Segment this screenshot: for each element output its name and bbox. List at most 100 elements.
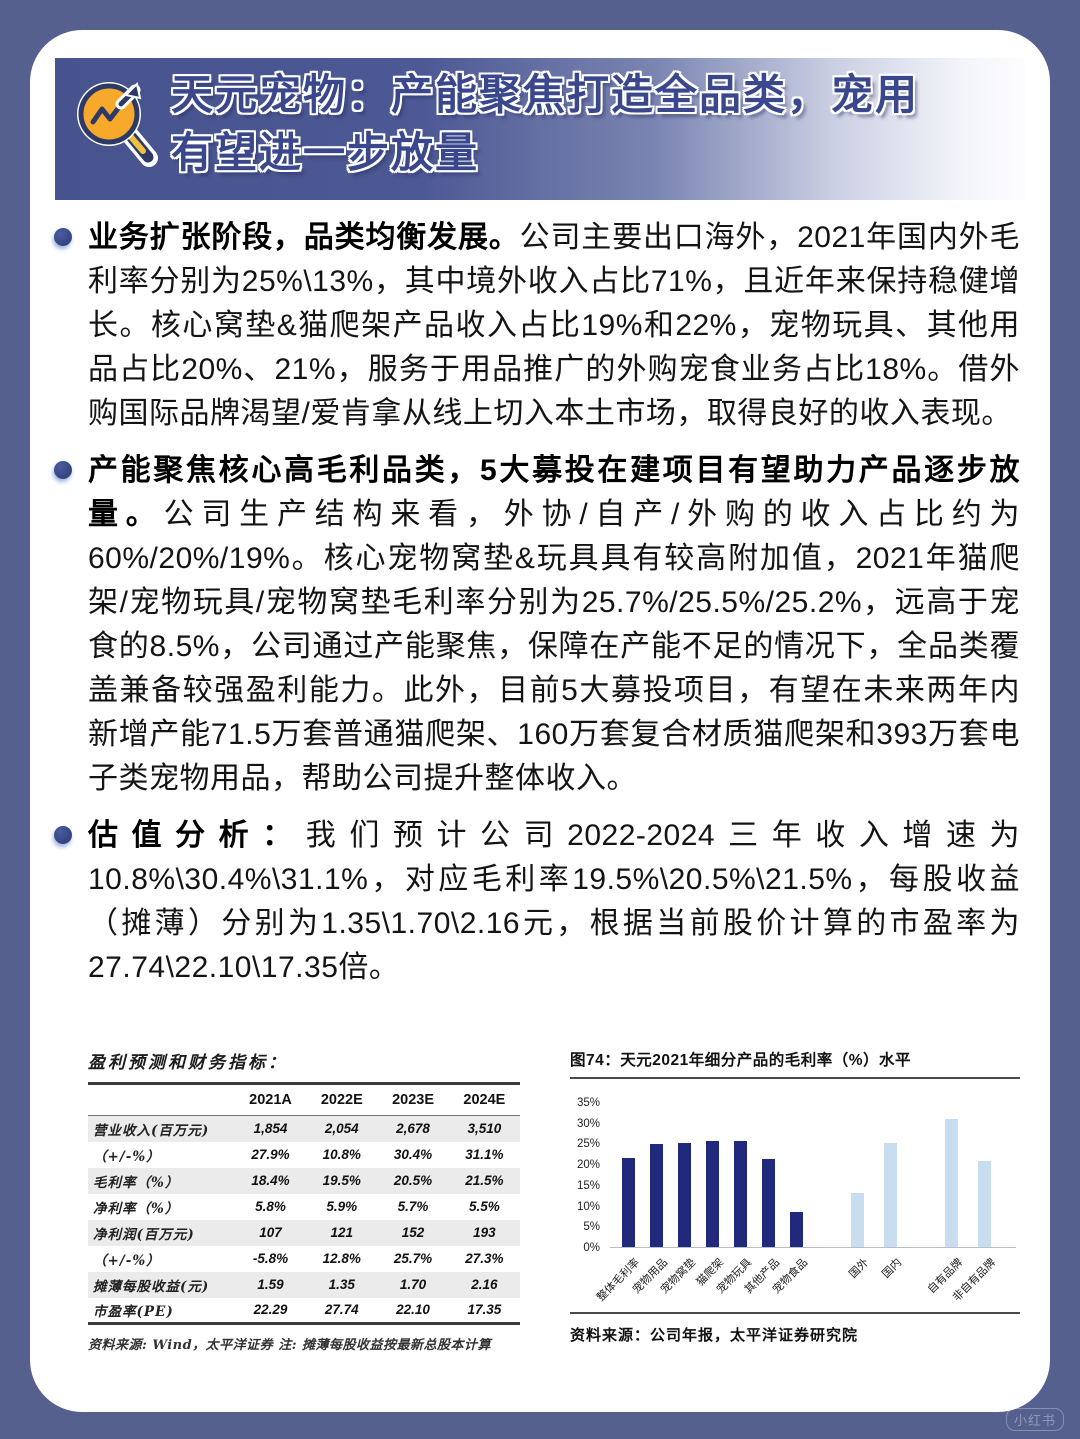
table-title: 盈利预测和财务指标： [88,1053,288,1073]
table-cell: 21.5% [465,1173,504,1188]
table-cell: 12.8% [322,1251,361,1266]
paragraph-lead: 业务扩张阶段，品类均衡发展。 [88,221,520,254]
paragraph-valuation: 估值分析：我们预计公司2022-2024三年收入增速为10.8%\30.4%\3… [54,814,1021,990]
table-row: 毛利率（%） 18.4% 19.5% 20.5% 21.5% [88,1167,520,1194]
table-cell: 22.10 [396,1302,430,1318]
bar: 宠物窝垫 [659,1142,698,1296]
magnifier-trend-icon [71,76,163,177]
table-cell: 20.5% [393,1173,433,1188]
chart-source: 资料来源：公司年报，太平洋证券研究院 [570,1312,1020,1345]
bar-label: 国外 [847,1256,872,1281]
table-cell: 2,678 [396,1121,430,1137]
paragraph-body: 我们预计公司2022-2024三年收入增速为10.8%\30.4%\31.1%，… [88,819,1021,984]
table-cell: 5.8% [255,1199,286,1214]
table-header-cell: 2022E [306,1083,378,1116]
margin-chart-block: 图74：天元2021年细分产品的毛利率（%）水平 0% 5% 10% 15% 20% 25… [570,1048,1020,1353]
paragraph-business-expansion: 业务扩张阶段，品类均衡发展。公司主要出口海外，2021年国内外毛利率分别为25%… [54,216,1020,436]
table-cell: 5.7% [397,1199,429,1214]
page-title: 天元宠物：产能聚焦打造全品类，宠用有望进一步放量 [171,71,920,176]
bar-rect [650,1144,663,1247]
y-axis-tick: 35% [576,1097,600,1109]
bottom-section: 盈利预测和财务指标： 2021A 2022E 2023E 2024E 营业收入(百万元… [88,1048,1020,1353]
y-axis-tick: 20% [576,1159,600,1172]
table-row: （+/-%） 27.9% 10.8% 30.4% 31.1% [88,1142,520,1168]
watermark-badge: 小红书 [1005,1408,1064,1431]
paragraph-lead: 估值分析： [88,819,306,852]
table-cell: 27.9% [251,1147,290,1162]
table-cell: 22.29 [253,1302,288,1318]
bar-rect [790,1211,803,1247]
bar: 自有品牌 [926,1118,965,1296]
bar: 整体毛利率 [595,1157,642,1304]
table-row-label: 营业收入(百万元) [93,1122,210,1139]
bar: 其他产品 [743,1159,782,1296]
bullet-icon [54,461,72,479]
chart-y-axis: 0% 5% 10% 15% 20% 25% 30% 35% [570,1097,604,1254]
paragraph-lead: 产能聚焦核心高毛利品类，5大募投在建项目有望助力产品逐步放量。 [88,454,1020,531]
chart-plot-area: 整体毛利率 宠物用品 宠物窝垫 猫爬架 宠物玩具 其他产品 宠物食品 国外 国内 自有品牌 非自有品… [595,1103,1016,1304]
table-cell: -5.8% [252,1251,289,1266]
bar-rect [978,1161,991,1247]
table-cell: 27.74 [324,1302,359,1318]
table-cell: 3,510 [467,1121,502,1137]
bullet-icon [54,228,72,246]
bar: 国外 [847,1193,871,1281]
table-row: 净利润(百万元) 107 121 152 193 [88,1219,520,1246]
table-row-label: 摊薄每股收益(元) [93,1278,210,1295]
bar-chart: 0% 5% 10% 15% 20% 25% 30% 35% 整体毛利率 宠物用品 宠物窝垫 猫爬架宠… [577,1097,1016,1304]
bar: 猫爬架 [694,1140,726,1288]
table-cell: 2,054 [324,1121,359,1137]
table-cell: 193 [473,1225,496,1240]
table-row: （+/-%） -5.8% 12.8% 25.7% 27.3% [88,1246,520,1272]
table-header-cell: 2021A [234,1083,307,1116]
report-card: 天元宠物：产能聚焦打造全品类，宠用有望进一步放量 业务扩张阶段，品类均衡发展。公… [30,30,1050,1412]
bar-rect [762,1159,775,1247]
table-cell: 152 [401,1225,425,1240]
bullet-icon [54,826,72,844]
paragraph-capacity-focus: 产能聚焦核心高毛利品类，5大募投在建项目有望助力产品逐步放量。公司生产结构来看，… [54,449,1020,801]
y-axis-tick: 30% [576,1117,600,1130]
table-row-label: 市盈率(PE) [93,1303,174,1320]
summary-paragraphs: 业务扩张阶段，品类均衡发展。公司主要出口海外，2021年国内外毛利率分别为25%… [54,216,1021,1003]
table-cell: 5.5% [468,1199,500,1214]
table-cell: 1.70 [399,1277,427,1292]
bar-rect [622,1157,635,1247]
y-axis-tick: 25% [576,1138,600,1151]
table-cell: 2.16 [471,1277,498,1292]
bar-rect [706,1140,719,1247]
bar-rect [734,1141,747,1247]
financial-forecast-table: 2021A 2022E 2023E 2024E 营业收入(百万元) 1,854 2,054… [88,1082,520,1325]
bar-label: 国内 [880,1256,905,1281]
bar-rect [678,1142,691,1247]
table-row: 摊薄每股收益(元) 1.59 1.35 1.70 2.16 [88,1271,520,1298]
table-cell: 1,854 [253,1121,288,1137]
paragraph-body: 公司主要出口海外，2021年国内外毛利率分别为25%\13%，其中境外收入占比7… [88,221,1020,430]
financial-table-block: 盈利预测和财务指标： 2021A 2022E 2023E 2024E 营业收入(百万元… [88,1048,533,1353]
bar: 宠物玩具 [715,1141,754,1296]
table-row-label: （+/-%） [93,1148,161,1165]
table-row-label: 净利润(百万元) [93,1226,195,1243]
table-header-cell: 2023E [377,1083,449,1116]
table-footnote: 资料来源: Wind，太平洋证券 注: 摊薄每股收益按最新总股本计算 [88,1338,492,1353]
table-cell: 19.5% [322,1173,361,1188]
y-axis-tick: 15% [576,1179,600,1192]
table-cell: 25.7% [393,1251,433,1266]
table-cell: 107 [259,1225,282,1240]
y-axis-tick: 0% [583,1242,600,1254]
table-cell: 121 [330,1225,354,1240]
table-row: 营业收入(百万元) 1,854 2,054 2,678 3,510 [88,1115,520,1142]
table-header: 2021A 2022E 2023E 2024E [88,1083,520,1116]
bar-rect [884,1143,897,1247]
bar: 宠物食品 [771,1211,810,1296]
table-corner-cell [88,1083,235,1116]
table-cell: 17.35 [467,1302,502,1318]
table-row-label: 毛利率（%） [93,1174,180,1191]
table-cell: 1.59 [257,1277,284,1292]
bar: 宠物用品 [631,1144,670,1296]
table-row-label: （+/-%） [93,1252,161,1269]
table-cell: 5.9% [326,1199,358,1214]
table-cell: 27.3% [465,1251,504,1266]
table-cell: 1.35 [328,1277,355,1292]
table-row-label: 净利率（%） [93,1200,180,1217]
table-cell: 18.4% [251,1173,290,1188]
